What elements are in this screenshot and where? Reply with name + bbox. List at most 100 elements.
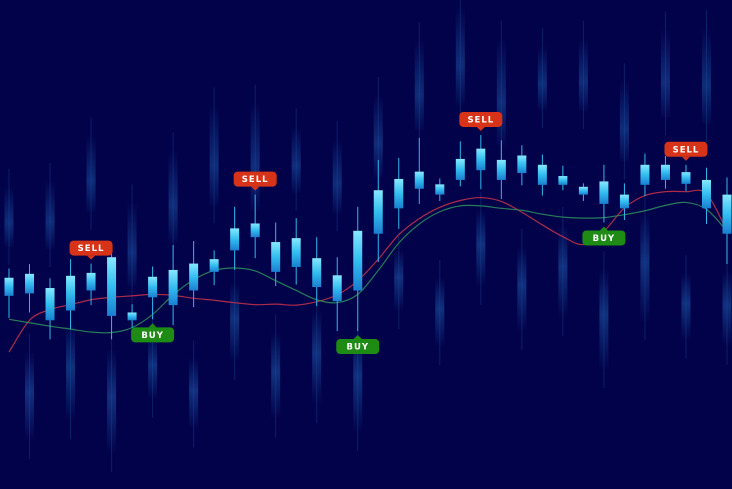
buy-pointer	[148, 323, 157, 328]
candle-body	[353, 230, 363, 291]
sell-badge	[664, 141, 708, 157]
candle-body	[189, 263, 199, 291]
candle-body	[599, 181, 609, 204]
ghost-candles	[4, 0, 732, 473]
ghost-candle	[45, 181, 55, 250]
candle-body	[701, 179, 711, 209]
ghost-candle	[271, 332, 281, 420]
ghost-candle	[681, 273, 691, 341]
candle-body	[127, 312, 137, 321]
candle-body	[4, 277, 14, 296]
candle-body	[250, 223, 260, 238]
sell-label: SELL	[242, 175, 269, 185]
candle-body	[168, 269, 178, 306]
buy-badge	[336, 339, 380, 355]
sell-pointer	[681, 156, 690, 161]
candle-body	[291, 238, 301, 267]
buy-label: BUY	[346, 343, 369, 353]
ghost-candle	[373, 94, 383, 177]
candle-body	[537, 164, 547, 185]
candle-body	[25, 273, 35, 294]
ghost-candle	[476, 209, 486, 287]
sell-signal: SELL	[233, 171, 277, 191]
candle-body	[45, 288, 55, 321]
ghost-candle	[496, 38, 506, 145]
candle-body	[230, 228, 240, 251]
candle-body	[558, 176, 568, 185]
buy-signal: BUY	[131, 323, 175, 343]
ghost-candle	[537, 45, 547, 110]
ghost-candle	[168, 150, 178, 243]
candle-body	[496, 159, 506, 180]
ghost-candle	[86, 135, 96, 212]
ghost-candle	[435, 277, 445, 347]
ghost-candle	[517, 246, 527, 332]
candle-body	[660, 164, 670, 180]
ghost-candle	[414, 40, 424, 131]
ghost-candle	[455, 6, 465, 105]
ghost-candle	[312, 310, 322, 406]
sell-label: SELL	[78, 244, 105, 254]
buy-badge	[131, 327, 175, 343]
candle-body	[107, 257, 117, 316]
candle-body	[373, 190, 383, 234]
buy-signal: BUY	[582, 226, 626, 246]
buy-pointer	[599, 226, 608, 231]
ghost-candle	[4, 186, 14, 247]
candle-body	[435, 184, 445, 195]
sell-pointer	[87, 255, 96, 260]
candle-body	[455, 158, 465, 180]
candle-body	[517, 155, 527, 174]
ghost-candle	[722, 271, 732, 347]
buy-label: BUY	[593, 234, 616, 244]
moving-average-line	[8, 201, 728, 334]
candle-body	[66, 275, 76, 311]
candle-body	[414, 171, 424, 189]
candle-body	[619, 194, 629, 209]
candle-body	[148, 276, 158, 298]
candle-body	[271, 242, 281, 272]
sell-signal: SELL	[459, 111, 503, 131]
ghost-candle	[230, 282, 240, 362]
candle-body	[312, 258, 322, 288]
ghost-candle	[66, 323, 76, 421]
buy-pointer	[353, 335, 362, 340]
ghost-candle	[558, 224, 568, 318]
candle-body	[209, 259, 219, 272]
candle-body	[681, 172, 691, 184]
ghost-candle	[209, 105, 219, 206]
ghost-candle	[332, 139, 342, 214]
candle-body	[394, 178, 404, 209]
ghost-candle	[394, 250, 404, 312]
candle-body	[578, 186, 588, 195]
ghost-candle	[148, 336, 158, 400]
ghost-candle	[189, 358, 199, 430]
ghost-candle	[353, 330, 363, 434]
sell-pointer	[476, 126, 485, 131]
candle-body	[722, 194, 732, 234]
ghost-candle	[660, 29, 670, 118]
ghost-candle	[619, 81, 629, 162]
candle-body	[476, 148, 486, 171]
candle-body	[86, 272, 96, 291]
ghost-candle	[25, 352, 35, 442]
candle-body	[640, 164, 650, 185]
sell-badge	[69, 240, 113, 256]
ghost-candle	[250, 102, 260, 211]
buy-badge	[582, 230, 626, 246]
ghost-candle	[578, 38, 588, 111]
ghost-candle	[701, 28, 711, 125]
ghost-candle	[291, 126, 301, 193]
ghost-candle	[640, 213, 650, 323]
ghost-candle	[127, 202, 137, 287]
ghost-candle	[599, 269, 609, 371]
candle-body	[332, 275, 342, 302]
ghost-candle	[107, 349, 117, 455]
sell-badge	[233, 171, 277, 187]
buy-signal: BUY	[336, 335, 380, 355]
sell-badge	[459, 111, 503, 127]
sell-label: SELL	[467, 115, 494, 125]
trade-signals: SELL BUY SELL BUY SELL BUY SELL	[69, 111, 708, 355]
sell-pointer	[251, 186, 260, 191]
